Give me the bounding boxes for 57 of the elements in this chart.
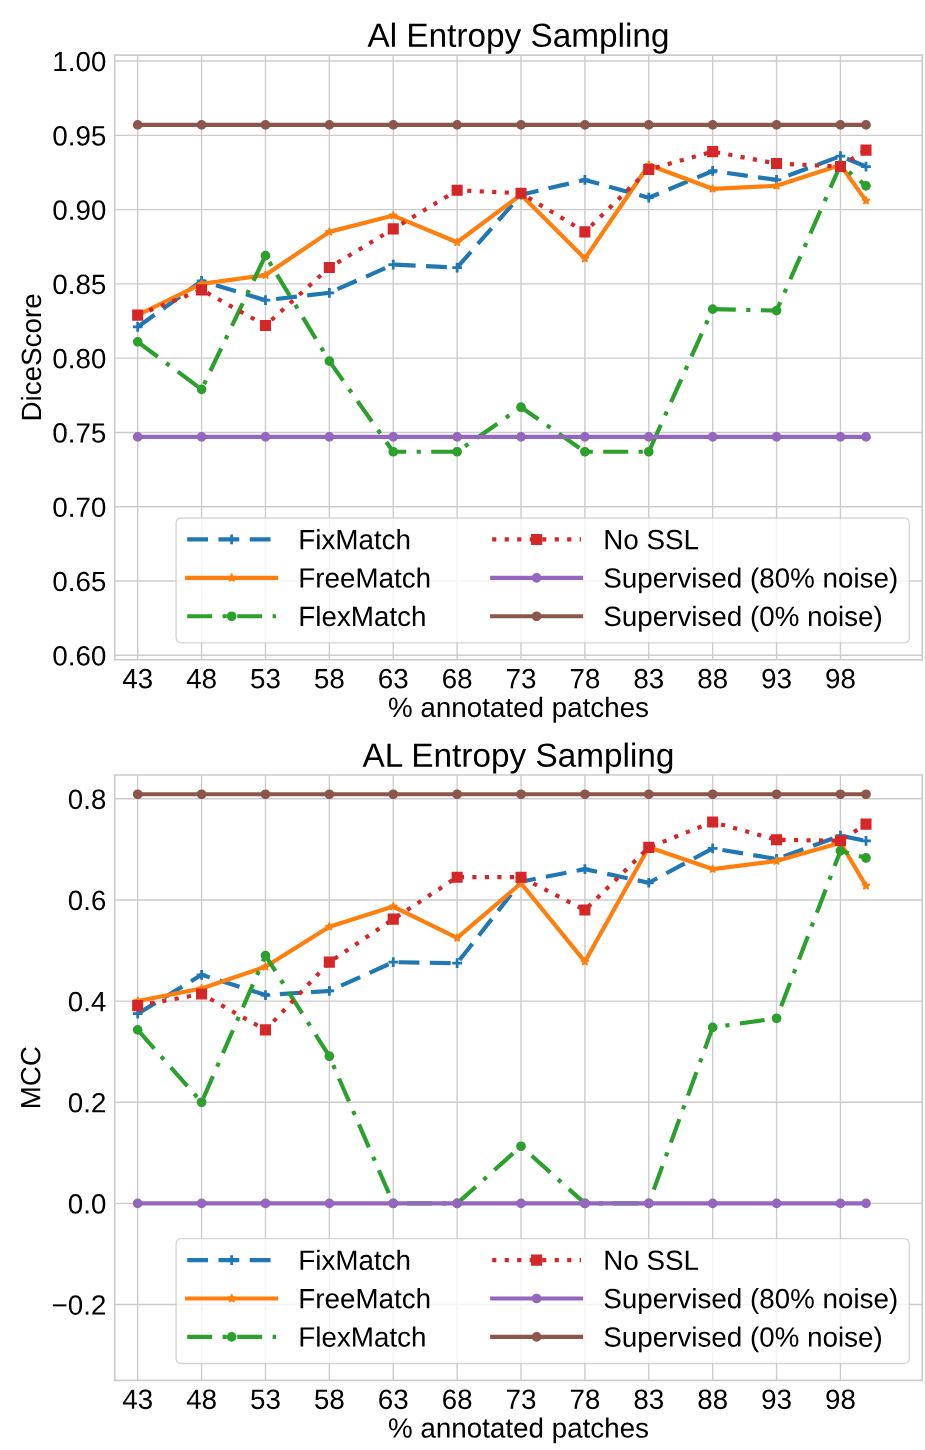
x-tick-label: 43: [122, 1389, 152, 1410]
x-tick-label: 53: [251, 1389, 280, 1410]
x-tick-label: 98: [826, 668, 855, 689]
y-axis-title: MCC: [20, 1047, 41, 1108]
y-tick-label: −0.2: [52, 1295, 105, 1315]
x-tick-label: 83: [634, 1389, 664, 1410]
y-tick-label: 0.65: [53, 571, 106, 592]
y-tick-label: 0.70: [53, 497, 106, 518]
legend-label: No SSL: [605, 529, 699, 550]
x-tick-label: 68: [443, 668, 472, 689]
x-tick-label: 88: [698, 1389, 727, 1410]
legend-label: FreeMatch: [300, 1288, 430, 1309]
y-tick-label: 0.90: [53, 200, 106, 220]
y-tick-label: 0.95: [53, 125, 106, 146]
x-tick-label: 48: [186, 668, 216, 689]
x-tick-label: 48: [186, 1389, 216, 1410]
x-tick-label: 43: [122, 668, 152, 689]
legend-label: FlexMatch: [300, 1326, 425, 1347]
y-tick-label: 0.2: [68, 1092, 105, 1113]
x-tick-label: 98: [826, 1389, 855, 1410]
y-tick-label: 0.0: [68, 1194, 106, 1214]
x-tick-label: 88: [698, 668, 727, 689]
y-tick-label: 0.75: [53, 423, 106, 443]
y-tick-label: 0.8: [68, 789, 106, 810]
x-tick-label: 63: [379, 668, 408, 689]
x-axis-title: % annotated patches: [388, 1417, 648, 1444]
legend-label: Supervised (0% noise): [604, 1326, 882, 1353]
legend-label: Supervised (80% noise): [604, 567, 897, 594]
y-tick-label: 0.4: [68, 991, 106, 1012]
x-tick-label: 73: [506, 668, 536, 689]
x-tick-label: 78: [570, 1389, 600, 1410]
x-tick-label: 63: [379, 1389, 408, 1410]
y-tick-label: 0.85: [53, 274, 106, 295]
legend-label: FixMatch: [300, 1249, 410, 1271]
legend-label: Supervised (80% noise): [604, 1288, 897, 1314]
legend-label: FixMatch: [300, 529, 410, 550]
legend-label: Supervised (0% noise): [604, 605, 882, 632]
legend-label: FreeMatch: [300, 567, 430, 588]
y-tick-label: 0.60: [53, 645, 106, 666]
chart-title: Al Entropy Sampling: [367, 22, 668, 54]
chart-title: AL Entropy Sampling: [362, 742, 673, 774]
y-axis-title: DiceScore: [20, 294, 42, 420]
x-tick-label: 93: [762, 1389, 791, 1410]
legend-label: No SSL: [605, 1250, 699, 1271]
x-tick-label: 68: [443, 1389, 472, 1410]
y-tick-label: 1.00: [54, 51, 106, 72]
x-tick-label: 83: [634, 668, 664, 689]
y-tick-label: 0.6: [68, 890, 106, 911]
legend-label: FlexMatch: [300, 605, 425, 627]
x-tick-label: 58: [315, 668, 344, 689]
y-tick-label: 0.80: [53, 348, 106, 369]
x-tick-label: 58: [315, 1389, 344, 1410]
x-tick-label: 93: [762, 668, 791, 689]
x-tick-label: 73: [506, 1389, 536, 1410]
x-axis-title: % annotated patches: [388, 696, 648, 723]
x-tick-label: 78: [570, 668, 600, 689]
x-tick-label: 53: [251, 668, 280, 689]
